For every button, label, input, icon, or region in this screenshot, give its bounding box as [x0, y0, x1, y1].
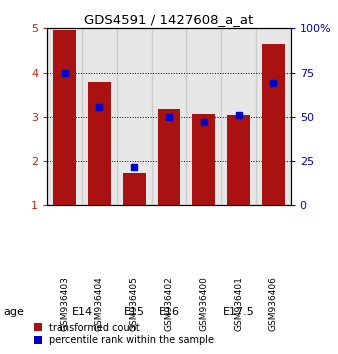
Bar [47, 28, 82, 205]
Bar [82, 28, 117, 205]
Bar [88, 82, 111, 205]
Text: E17.5: E17.5 [223, 307, 255, 316]
Bar [152, 28, 186, 205]
Bar [186, 28, 221, 205]
Bar [262, 44, 285, 205]
Legend: transformed count, percentile rank within the sample: transformed count, percentile rank withi… [32, 321, 216, 347]
Bar [53, 30, 76, 205]
Bar [227, 115, 250, 205]
Text: GSM936402: GSM936402 [165, 276, 173, 331]
Text: GSM936404: GSM936404 [95, 276, 104, 331]
Bar [158, 109, 180, 205]
Text: E14: E14 [72, 307, 93, 316]
Title: GDS4591 / 1427608_a_at: GDS4591 / 1427608_a_at [84, 13, 254, 26]
Bar [117, 28, 152, 205]
Text: GSM936406: GSM936406 [269, 276, 278, 331]
Bar [221, 28, 256, 205]
Text: GSM936403: GSM936403 [60, 276, 69, 331]
Text: age: age [3, 307, 24, 316]
Text: GSM936401: GSM936401 [234, 276, 243, 331]
Text: GSM936400: GSM936400 [199, 276, 208, 331]
Text: E15: E15 [124, 307, 145, 316]
Bar [192, 114, 215, 205]
Text: E16: E16 [159, 307, 179, 316]
Text: GSM936405: GSM936405 [130, 276, 139, 331]
Bar [123, 173, 146, 205]
Bar [256, 28, 291, 205]
